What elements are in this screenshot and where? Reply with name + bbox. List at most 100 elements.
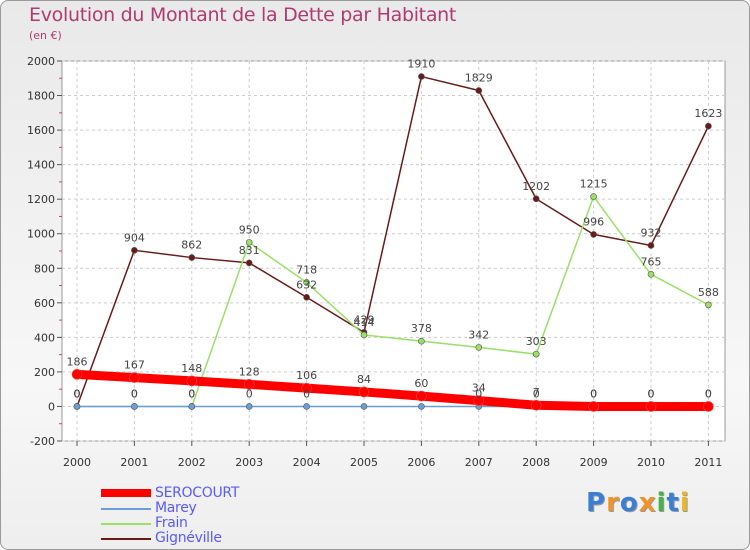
y-tick-label: 0: [48, 400, 55, 413]
data-label: 831: [239, 244, 260, 257]
y-tick-label: 1400: [27, 159, 55, 172]
data-point-gigneville: [303, 293, 310, 301]
data-label: 765: [641, 255, 662, 268]
x-tick-label: 2010: [637, 456, 665, 469]
data-point-serocourt: [530, 399, 542, 411]
data-label: 862: [181, 239, 202, 252]
data-label: 0: [303, 387, 310, 400]
data-point-frain: [475, 344, 483, 351]
x-tick-label: 2001: [120, 456, 148, 469]
series-line-gigneville: [76, 75, 710, 408]
data-label: 429: [354, 313, 375, 326]
proxiti-logo: Proxiti: [586, 488, 690, 518]
legend-swatch-frain: [101, 523, 151, 525]
data-label: 167: [124, 359, 145, 372]
data-label: 0: [475, 387, 482, 400]
data-point-marey: [418, 403, 425, 410]
x-tick-label: 2007: [465, 456, 493, 469]
logo-letter: i: [656, 488, 667, 518]
data-label: 1623: [694, 107, 722, 120]
data-point-frain: [647, 271, 655, 278]
data-point-serocourt: [129, 372, 140, 383]
data-point-marey: [360, 403, 368, 410]
data-point-gigneville: [188, 254, 196, 261]
data-label: 34: [472, 382, 486, 395]
data-point-marey: [245, 403, 253, 410]
chart-title: Evolution du Montant de la Dette par Hab…: [29, 4, 457, 26]
y-tick-label: 600: [34, 297, 55, 310]
data-label: 186: [67, 355, 88, 368]
series-group: [71, 73, 714, 412]
x-tick-label: 2005: [350, 456, 378, 469]
plot-area: [61, 60, 726, 442]
data-label: 1215: [580, 178, 608, 191]
data-point-gigneville: [705, 122, 712, 130]
data-label: 0: [246, 387, 253, 400]
data-point-serocourt: [645, 401, 657, 412]
data-label: 932: [641, 226, 662, 239]
y-tick-label: 1200: [27, 193, 55, 206]
data-point-gigneville: [647, 242, 655, 249]
data-point-gigneville: [532, 195, 540, 203]
legend-swatch-gigneville: [101, 538, 151, 540]
data-point-frain: [418, 337, 425, 345]
data-point-serocourt: [473, 395, 485, 406]
data-label: 588: [698, 286, 719, 299]
data-label: 0: [705, 387, 712, 400]
data-point-marey: [303, 403, 310, 410]
data-label: 84: [357, 373, 371, 386]
data-point-marey: [188, 403, 196, 410]
data-point-gigneville: [418, 73, 425, 80]
data-point-serocourt: [703, 401, 714, 412]
legend-label-frain: Frain: [155, 515, 188, 531]
y-tick-label: 200: [34, 366, 55, 379]
data-point-serocourt: [588, 401, 599, 412]
data-label: 0: [590, 387, 597, 400]
x-tick-label: 2006: [407, 456, 435, 469]
logo-letter: x: [638, 488, 657, 518]
data-label: 60: [414, 377, 428, 390]
logo-letter: o: [619, 488, 639, 518]
y-tick-label: 1000: [27, 228, 55, 241]
data-label: 342: [468, 328, 489, 341]
data-label: 0: [648, 387, 655, 400]
data-label: 414: [354, 316, 375, 329]
y-tick-label: 800: [34, 262, 55, 275]
data-label: 996: [583, 215, 604, 228]
data-label: 632: [296, 278, 317, 291]
legend-swatch-serocourt: [101, 489, 151, 497]
x-tick-label: 2009: [580, 456, 608, 469]
data-point-gigneville: [475, 87, 483, 94]
data-label: 0: [74, 387, 81, 400]
x-tick-label: 2002: [178, 456, 206, 469]
y-axis-ticks: -200 0 200 400 600 800 1000 1200 1400 1600 1800 200…: [27, 55, 62, 448]
y-tick-label: -200: [30, 435, 55, 448]
data-label: 7: [533, 386, 540, 399]
data-point-gigneville: [590, 231, 597, 238]
data-point-frain: [705, 301, 712, 309]
data-label: 0: [74, 387, 81, 400]
data-label: 128: [239, 365, 260, 378]
data-point-gigneville: [245, 259, 253, 267]
data-label: 0: [705, 387, 712, 400]
data-label: 950: [239, 223, 260, 236]
data-point-serocourt: [71, 369, 83, 380]
logo-letter: i: [679, 488, 690, 518]
data-point-serocourt: [243, 379, 255, 390]
y-tick-label: 1600: [27, 124, 55, 137]
data-label: 0: [188, 387, 195, 400]
x-tick-label: 2004: [293, 456, 321, 469]
data-label: 303: [526, 335, 547, 348]
data-label: 1910: [407, 58, 435, 71]
data-point-serocourt: [416, 390, 427, 402]
y-tick-label: 1800: [27, 90, 55, 103]
series-line-serocourt: [72, 369, 713, 411]
data-label: 718: [296, 263, 317, 276]
data-point-marey: [73, 403, 81, 410]
data-label: 0: [533, 387, 540, 400]
x-tick-label: 2000: [63, 456, 91, 469]
data-point-serocourt: [186, 375, 198, 387]
x-tick-label: 2011: [694, 456, 722, 469]
chart-subtitle: (en €): [29, 29, 62, 42]
